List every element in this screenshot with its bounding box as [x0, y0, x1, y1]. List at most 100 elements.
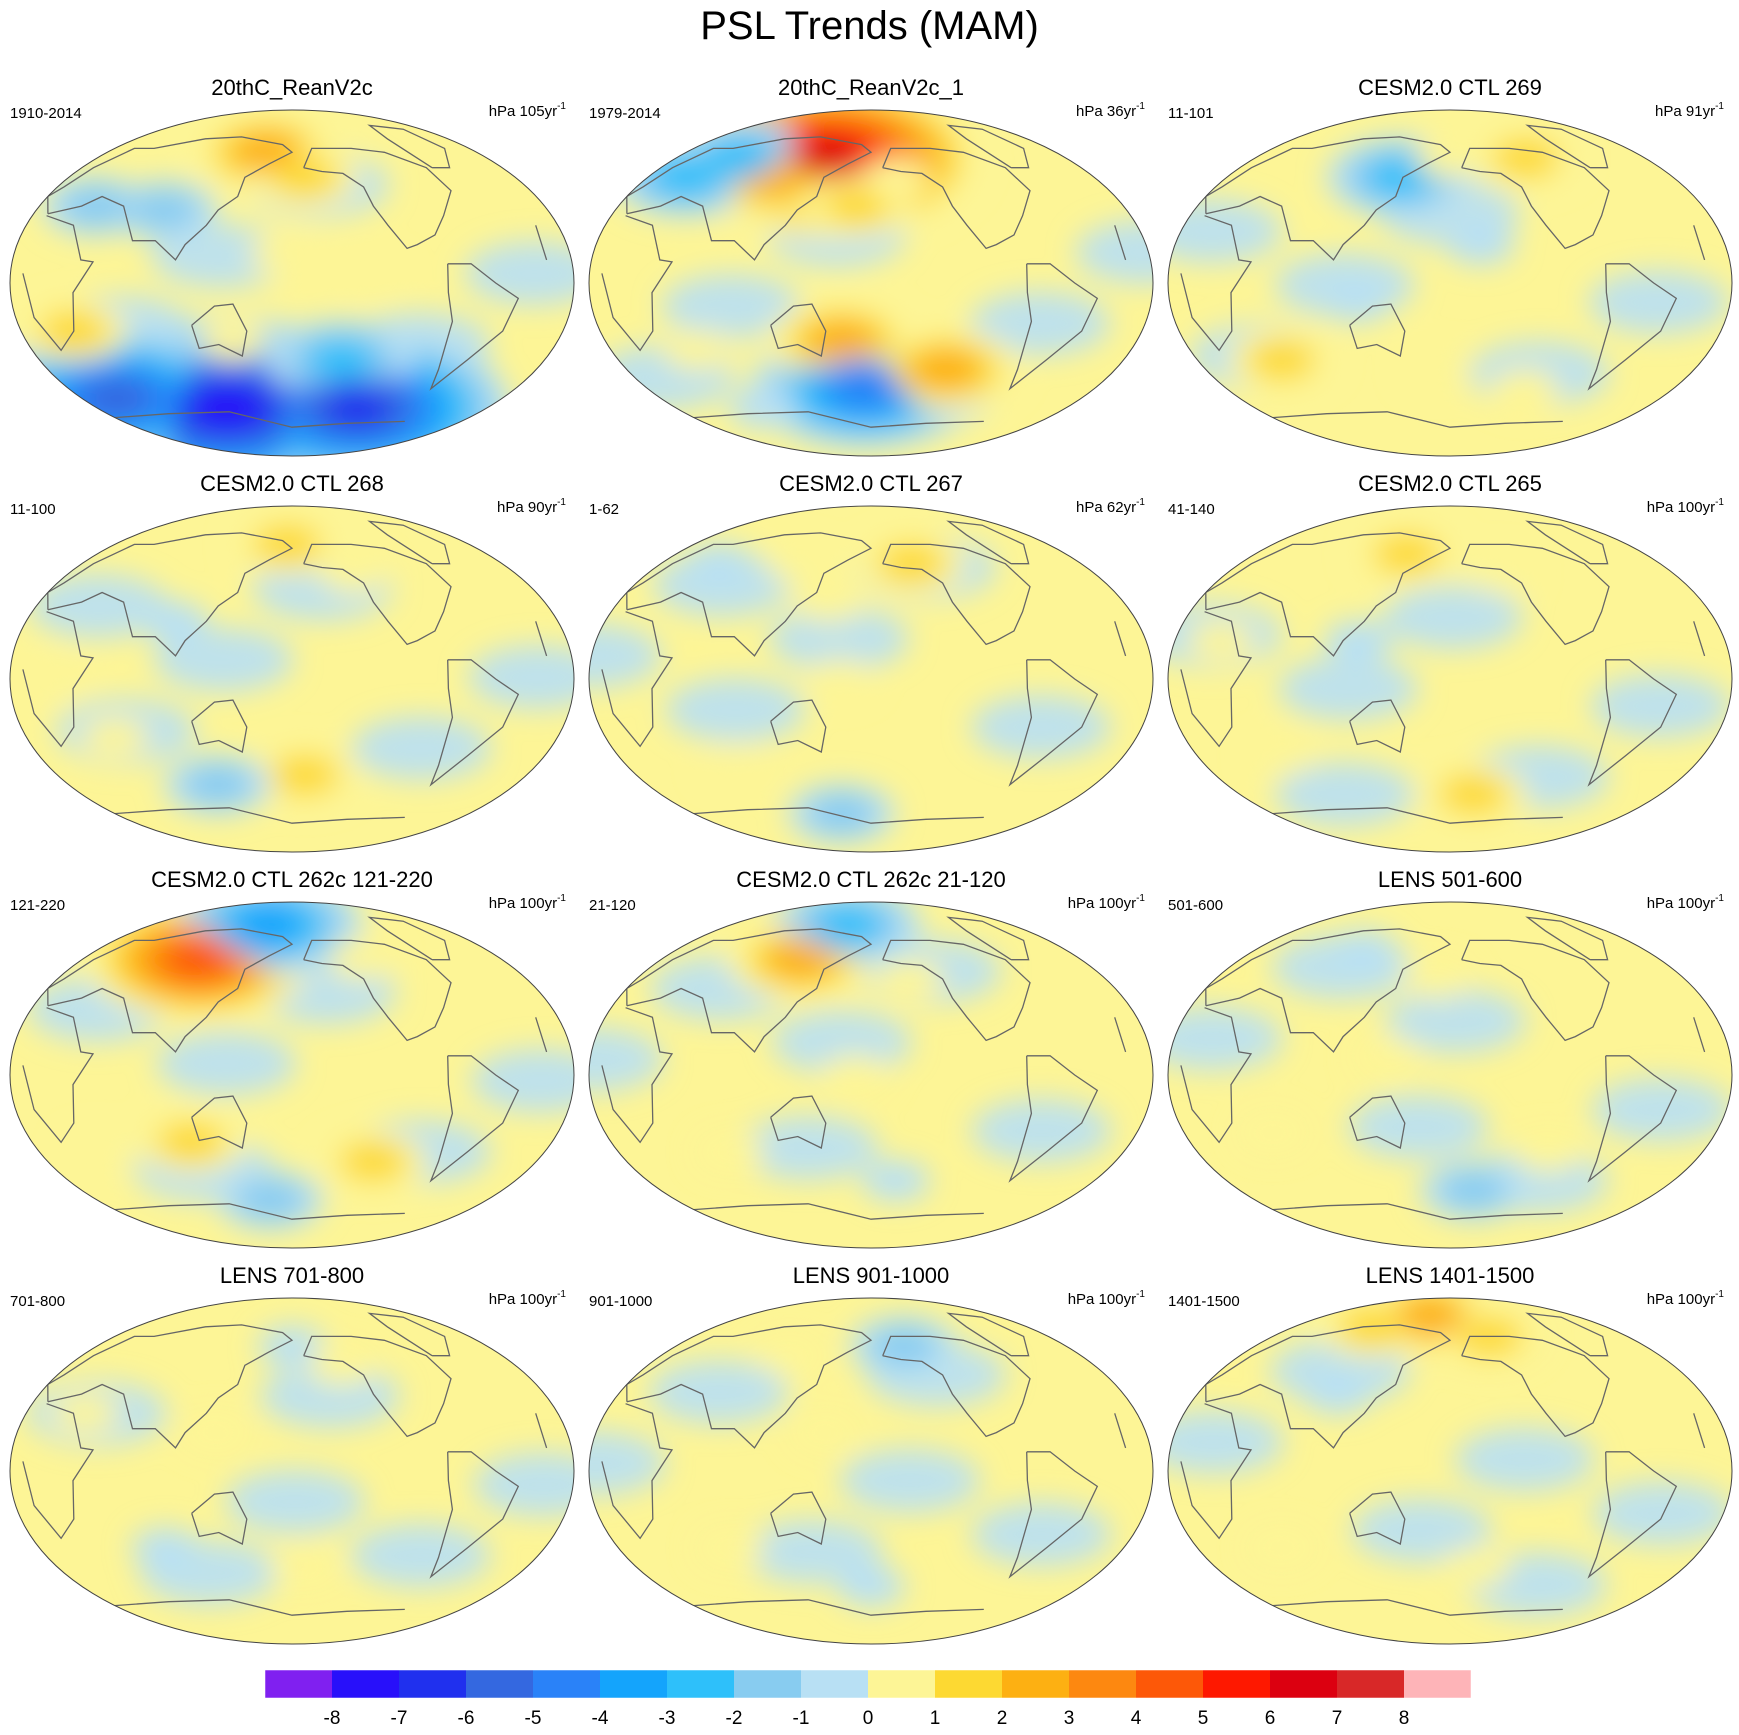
field-contour	[1238, 1112, 1307, 1153]
field-contour	[650, 157, 719, 198]
coastline	[1272, 1203, 1563, 1220]
map-panel: CESM2.0 CTL 262c 21-120 21-120 hPa 100yr-1	[588, 867, 1154, 1249]
map-outline	[1167, 109, 1733, 457]
field-blob	[1591, 1077, 1732, 1142]
field-contour	[821, 1055, 890, 1095]
colorbar-swatch	[332, 1670, 399, 1698]
colorbar-label: -5	[525, 1708, 542, 1729]
coastline	[693, 1203, 984, 1220]
colorbar-label: 3	[1064, 1708, 1075, 1729]
field-contour	[1247, 735, 1316, 776]
field-blob	[470, 1048, 574, 1113]
coastline	[1205, 1324, 1452, 1449]
map-outline	[588, 1297, 1154, 1645]
panel-period: 1979-2014	[589, 105, 661, 122]
field-blob	[225, 1469, 366, 1534]
field-contour	[791, 1412, 860, 1453]
coastline	[47, 1324, 294, 1449]
colorbar-swatch	[1270, 1670, 1337, 1698]
field-contour	[323, 387, 392, 428]
panel-unit: hPa 100yr-1	[489, 893, 567, 912]
coastline	[770, 1491, 827, 1545]
coastline	[1180, 215, 1706, 352]
colorbar-swatch	[667, 1670, 734, 1698]
coastline	[1008, 263, 1099, 391]
field-blob	[150, 224, 291, 289]
field-blob	[1348, 1094, 1489, 1159]
map-panel: CESM2.0 CTL 269 11-101 hPa 91yr-1	[1167, 75, 1733, 457]
field-blob	[350, 1523, 491, 1588]
field-blob	[840, 1448, 981, 1513]
panel-title: CESM2.0 CTL 262c 121-220	[151, 867, 433, 892]
field-blob	[589, 1431, 666, 1496]
colorbar-swatch	[868, 1670, 935, 1698]
map-outline	[588, 505, 1154, 853]
field-contour	[1514, 1131, 1583, 1172]
field-contour	[82, 378, 151, 419]
coastline	[1525, 916, 1609, 961]
colorbar-swatch	[265, 1670, 332, 1698]
field-contour	[271, 1547, 340, 1588]
colorbar-label: 6	[1265, 1708, 1276, 1729]
coastline	[191, 699, 248, 753]
panel-period: 501-600	[1168, 897, 1223, 914]
field-contour	[51, 1393, 120, 1434]
coastline	[22, 611, 548, 748]
panel-title: LENS 701-800	[220, 1263, 364, 1288]
coastline	[946, 1312, 1030, 1357]
coastline	[114, 1599, 405, 1616]
field-contour	[258, 1326, 326, 1367]
coastline	[114, 1203, 405, 1220]
field-contour	[1324, 620, 1393, 661]
panel-period: 901-1000	[589, 1293, 652, 1310]
field-blob	[28, 573, 169, 638]
coastline	[601, 215, 1127, 352]
field-contour	[837, 1566, 905, 1607]
field-contour	[794, 582, 863, 623]
colorbar-swatch	[600, 1670, 667, 1698]
coastline	[882, 543, 1031, 646]
panel-title: LENS 1401-1500	[1366, 1263, 1535, 1288]
colorbar-swatch	[533, 1670, 600, 1698]
panel-period: 11-100	[10, 501, 56, 518]
coastline	[946, 520, 1030, 565]
coastline	[1587, 659, 1678, 787]
map-outline	[588, 901, 1154, 1249]
coastline	[303, 1335, 452, 1438]
field-contour	[164, 939, 233, 980]
colorbar-label: -1	[793, 1708, 810, 1729]
coastline	[22, 1403, 548, 1540]
coastline	[303, 543, 452, 646]
field-blob	[1385, 989, 1526, 1054]
coastline	[1205, 532, 1452, 657]
field-blob	[971, 1502, 1112, 1567]
coastline	[1587, 263, 1678, 391]
panel-unit: hPa 62yr-1	[1076, 497, 1145, 516]
coastline	[601, 1007, 1127, 1144]
field-contour	[701, 745, 770, 786]
colorbar-label: -6	[458, 1708, 475, 1729]
coastline	[1525, 124, 1609, 169]
map-panel: CESM2.0 CTL 268 11-100 hPa 90yr-1	[9, 471, 575, 853]
coastline	[1180, 1007, 1706, 1144]
coastline	[626, 928, 873, 1053]
field-contour	[807, 320, 876, 361]
panel-period: 1-62	[589, 501, 619, 518]
panel-title: 20thC_ReanV2c	[211, 75, 372, 100]
field-contour	[766, 939, 835, 980]
panel-unit: hPa 90yr-1	[497, 497, 566, 516]
field-contour	[307, 339, 376, 380]
field-contour	[822, 186, 891, 227]
chart-title: PSL Trends (MAM)	[700, 4, 1039, 48]
field-contour	[1303, 1374, 1372, 1415]
panel-unit: hPa 91yr-1	[1655, 101, 1724, 120]
field-contour	[813, 905, 882, 946]
field-contour	[328, 939, 397, 980]
colorbar-swatch	[399, 1670, 466, 1698]
field-contour	[1366, 157, 1435, 198]
panel-unit: hPa 105yr-1	[489, 101, 567, 120]
map-outline	[9, 505, 575, 853]
coastline	[946, 916, 1030, 961]
field-contour	[307, 1345, 376, 1386]
coastline	[367, 124, 451, 169]
